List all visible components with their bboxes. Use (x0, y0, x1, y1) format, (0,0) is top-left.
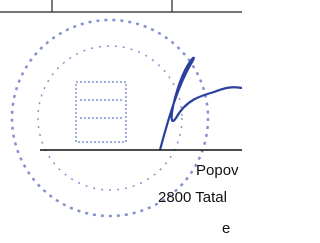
document-fragment: Popov 2800 Tatal e (0, 0, 242, 243)
name-text: Popov (196, 162, 239, 179)
page: Popov 2800 Tatal e (() => { const data =… (0, 0, 242, 243)
stamp-emblem (76, 82, 126, 142)
emblem-shape (76, 82, 126, 142)
signature (160, 58, 242, 150)
address-text: 2800 Tatal (158, 189, 227, 206)
stamp (12, 20, 208, 216)
text-fragment: e (222, 220, 230, 237)
